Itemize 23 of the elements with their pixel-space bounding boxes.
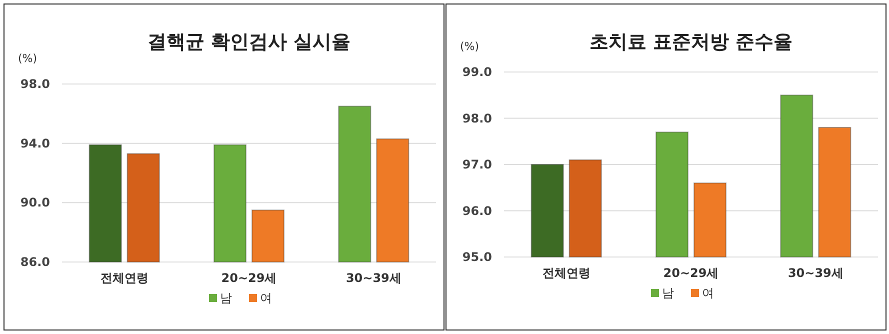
y-tick-label: 98.0 [20, 77, 50, 91]
legend-label: 여 [702, 286, 714, 300]
x-tick-label: 20~29세 [221, 271, 277, 285]
x-tick-label: 20~29세 [663, 266, 719, 280]
y-tick-label: 94.0 [20, 136, 50, 150]
chart-title: 결핵균 확인검사 실시율 [147, 31, 351, 53]
legend-label: 여 [260, 291, 272, 305]
x-tick-label: 30~39세 [788, 266, 844, 280]
chart-title: 초치료 표준처방 준수율 [589, 31, 793, 53]
y-tick-label: 95.0 [462, 250, 492, 264]
x-tick-label: 30~39세 [346, 271, 402, 285]
legend-label: 남 [220, 291, 232, 305]
y-axis-title: (%) [18, 52, 38, 65]
y-tick-label: 96.0 [462, 204, 492, 218]
y-tick-label: 90.0 [20, 196, 50, 210]
y-tick-label: 97.0 [462, 158, 492, 172]
y-tick-label: 99.0 [462, 65, 492, 79]
y-tick-label: 86.0 [20, 255, 50, 269]
y-tick-label: 98.0 [462, 111, 492, 126]
x-tick-label: 전체연령 [542, 266, 590, 280]
legend-label: 남 [662, 286, 674, 300]
y-axis-title: (%) [460, 40, 480, 53]
x-tick-label: 전체연령 [100, 271, 148, 285]
